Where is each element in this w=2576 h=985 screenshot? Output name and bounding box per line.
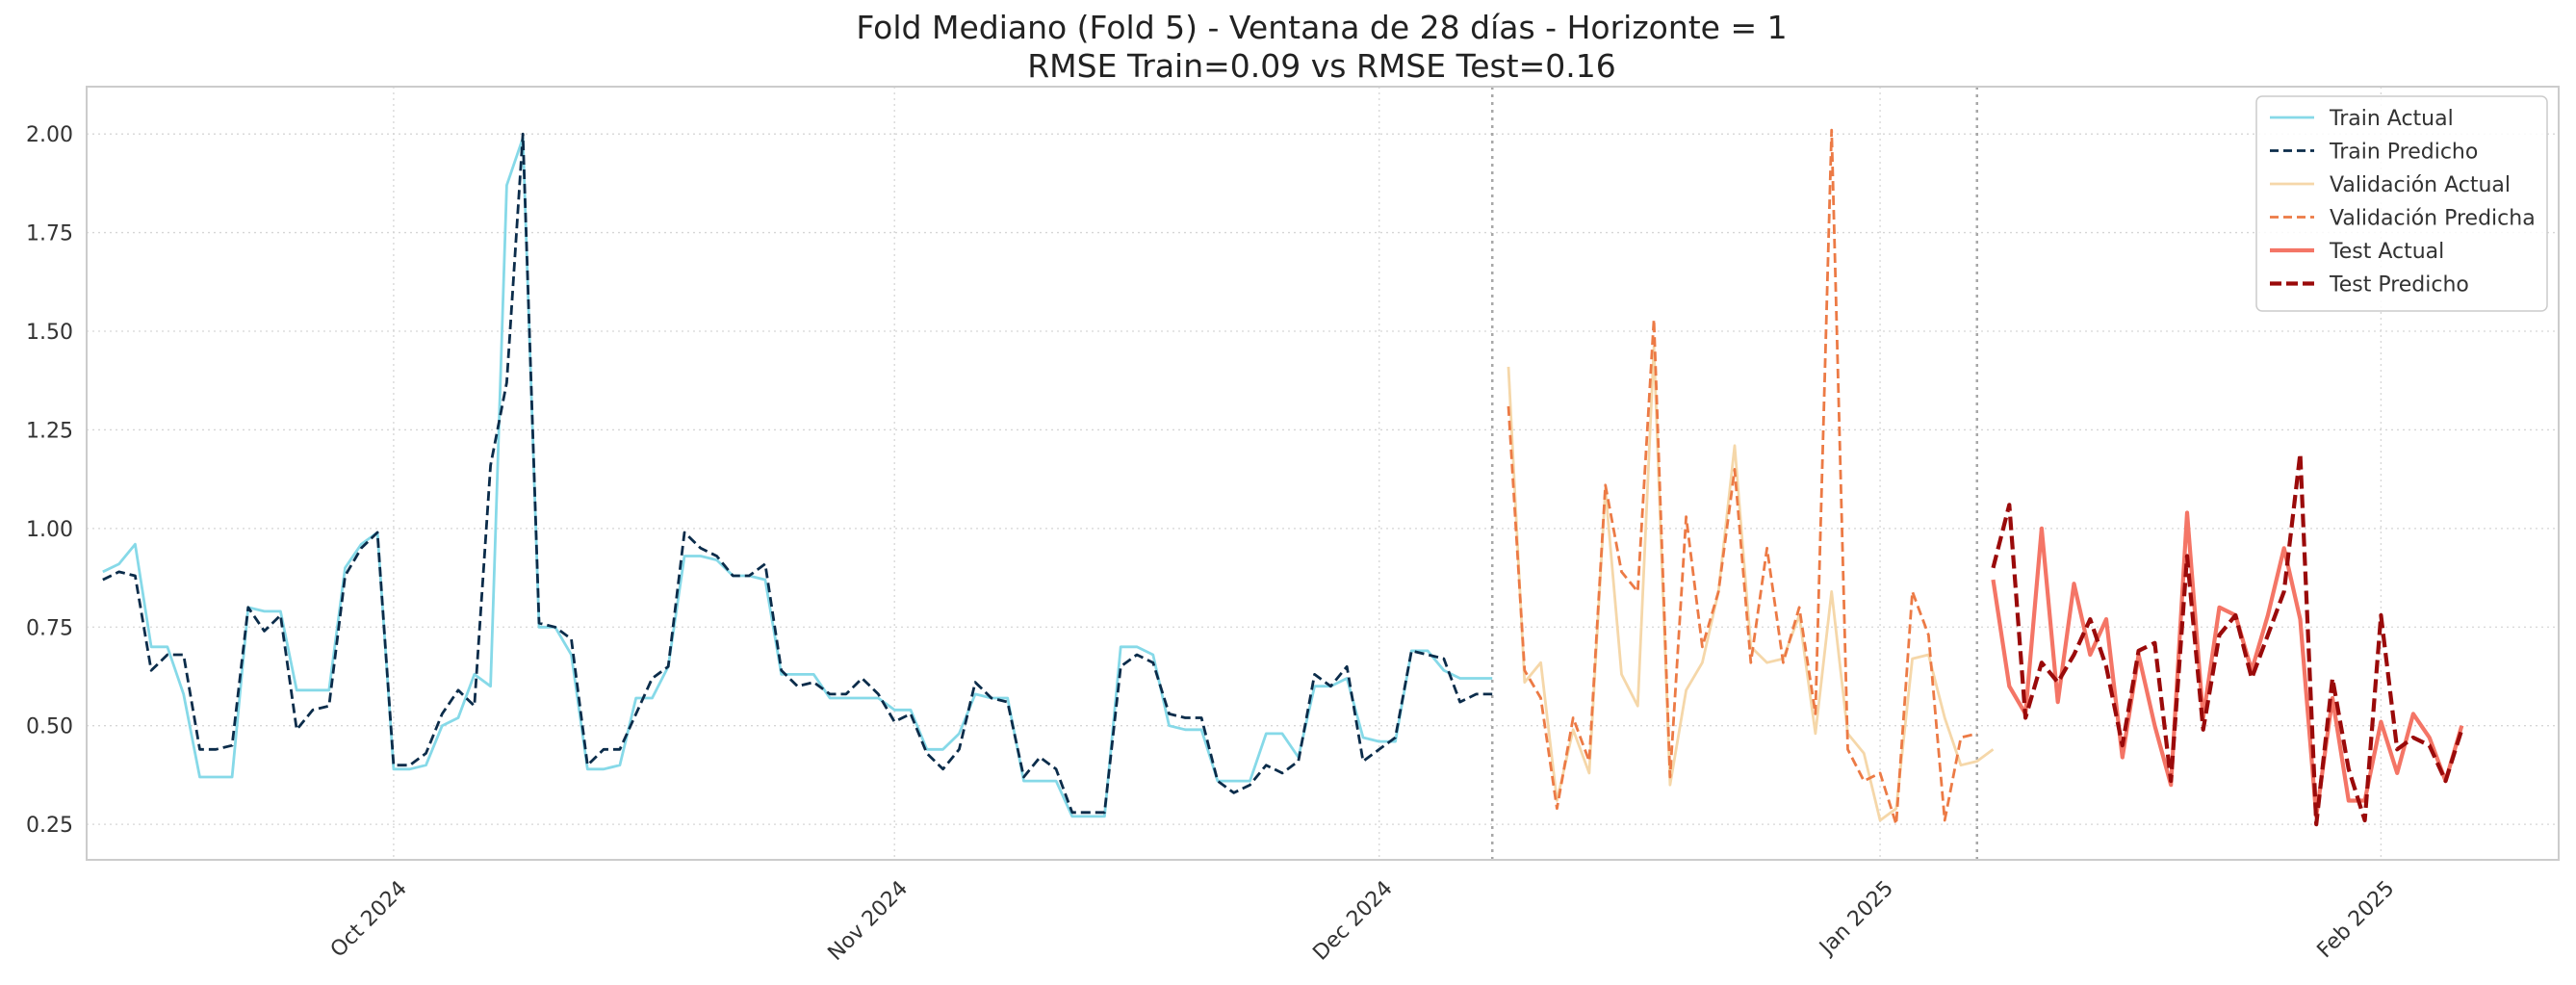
x-tick-label: Feb 2025 (2313, 876, 2400, 963)
series-line-6 (1991, 451, 2464, 827)
y-tick-label: 0.75 (26, 616, 73, 640)
y-tick-label: 1.25 (26, 419, 73, 443)
series-line-4 (1507, 128, 1978, 826)
legend-label: Test Predicho (2329, 273, 2469, 298)
y-tick-label: 1.00 (26, 518, 73, 542)
legend-box (2255, 95, 2548, 312)
y-tick-label: 1.75 (26, 222, 73, 246)
legend-label: Train Predicho (2329, 141, 2478, 165)
grid (87, 87, 2559, 860)
x-tick-label: Nov 2024 (824, 876, 914, 966)
split-markers (1490, 87, 1979, 860)
series-line-5 (1991, 510, 2464, 819)
legend-label: Validación Predicha (2330, 207, 2536, 231)
legend-label: Train Actual (2329, 107, 2454, 131)
legend-label: Validación Actual (2330, 173, 2511, 197)
x-axis-ticks: Oct 2024 Nov 2024 Dec 2024 Jan 2025 Feb 2025 (326, 876, 2400, 966)
series-group (102, 128, 2464, 827)
series-line-2 (102, 132, 1493, 815)
y-tick-label: 1.50 (26, 321, 73, 345)
legend: Train Actual Train Predicho Validación Act… (2255, 95, 2548, 312)
x-tick-label: Jan 2025 (1814, 876, 1898, 961)
x-tick-label: Oct 2024 (326, 876, 412, 962)
chart-title: Fold Mediano (Fold 5) - Ventana de 28 dí… (856, 9, 1787, 46)
y-axis-ticks: 0.25 0.50 0.75 1.00 1.25 1.50 1.75 2.00 (26, 123, 73, 838)
legend-label: Test Actual (2329, 240, 2444, 264)
y-tick-label: 0.25 (26, 814, 73, 838)
x-tick-label: Dec 2024 (1308, 876, 1397, 965)
chart-subtitle: RMSE Train=0.09 vs RMSE Test=0.16 (1027, 47, 1616, 85)
y-tick-label: 2.00 (26, 123, 73, 147)
series-line-3 (1507, 345, 1995, 822)
plot-frame (86, 86, 2560, 861)
series-line-1 (102, 136, 1493, 818)
y-tick-label: 0.50 (26, 715, 73, 739)
